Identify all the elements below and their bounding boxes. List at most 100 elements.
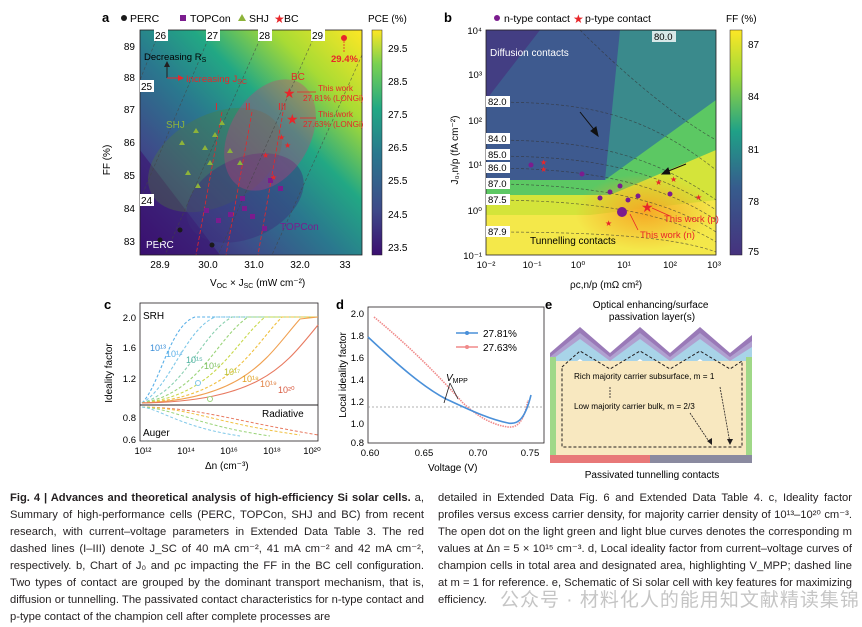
data-points-b: ★ ★ ★ ★ ★ ★ ★ This work (p) This work (n… — [528, 158, 719, 241]
legend-bc-marker: ★ — [274, 12, 285, 26]
panel-letter-e: e — [545, 297, 552, 312]
legend-p: p-type contact — [585, 13, 651, 25]
this-work-star-2: ★ — [286, 111, 299, 127]
xlabel-a: VOC × JSC (mW cm⁻²) — [210, 278, 305, 290]
ytick-b-6: 10⁻¹ — [463, 251, 482, 262]
legend-b: n-type contact ★ p-type contact — [494, 12, 651, 26]
this-work-p-star: ★ — [641, 199, 654, 215]
ytick-d-7: 0.8 — [351, 438, 364, 449]
curve-label-16: 10¹⁶ — [204, 361, 221, 371]
roman-ii: II — [245, 102, 251, 113]
panel-letter-d: d — [336, 297, 344, 312]
panel-e: e Optical enhancing/surface passivation … — [545, 297, 752, 481]
ytick-87: 87 — [124, 105, 136, 116]
x-axis-b: 10⁻² 10⁻¹ 10⁰ 10¹ 10² 10³ — [477, 260, 721, 271]
ylabel-c: Ideality factor — [104, 343, 115, 403]
curve-label-19: 10¹⁹ — [260, 379, 277, 389]
svg-text:★: ★ — [278, 133, 285, 142]
panel-b: b n-type contact ★ p-type contact — [444, 10, 760, 291]
legend-p-marker: ★ — [573, 12, 584, 26]
this-work-star-1: ★ — [283, 85, 296, 101]
ytick-c-5: 0.6 — [123, 435, 136, 446]
xlabel-b: ρc,n/p (mΩ cm²) — [570, 280, 642, 291]
legend-shj: SHJ — [249, 13, 269, 25]
plot-area-a — [139, 29, 363, 256]
contour-82: 82.0 — [488, 97, 507, 108]
legend-topcon-marker — [180, 15, 186, 21]
xtick-1: 28.9 — [150, 260, 170, 271]
contour-85: 85.0 — [488, 150, 507, 161]
this-work-n-label: This work (n) — [640, 230, 695, 241]
bc-label: BC — [291, 72, 305, 83]
svg-text:★: ★ — [655, 178, 662, 187]
ytick-d-6: 1.0 — [351, 419, 364, 430]
shj-label: SHJ — [166, 120, 185, 131]
ytick-b-2: 10³ — [468, 70, 482, 81]
legend-d-1: 27.81% — [483, 329, 517, 340]
ytick-c-4: 0.8 — [123, 413, 136, 424]
contour-labels-b: 80.0 82.0 84.0 85.0 86.0 87.0 87.5 87.9 — [486, 31, 676, 238]
this-work-1-line-1: This work — [318, 84, 354, 93]
xtick-3: 31.0 — [244, 260, 264, 271]
ytick-85: 85 — [124, 171, 136, 182]
caption-right: detailed in Extended Data Fig. 6 and Ext… — [438, 490, 852, 609]
curve-label-17: 10¹⁷ — [224, 367, 240, 377]
ytick-d-5: 1.2 — [351, 397, 364, 408]
svg-text:This work 27.63% (LONGi): This work 27.63% (LONGi) — [303, 110, 364, 129]
legend-n: n-type contact — [504, 13, 570, 25]
xtick-c-5: 10²⁰ — [303, 446, 321, 457]
decreasing-rs-label: Decreasing RS — [144, 52, 207, 64]
xtick-2: 30.0 — [198, 260, 218, 271]
ytick-b-3: 10² — [468, 116, 482, 127]
xtick-c-1: 10¹² — [135, 446, 152, 457]
svg-text:★: ★ — [670, 175, 677, 184]
xtick-d-4: 0.75 — [521, 448, 540, 459]
rich-label: Rich majority carrier subsurface, m = 1 — [574, 372, 715, 381]
contour-29: 29 — [312, 31, 324, 42]
increasing-jsc-label: Increasing JSC — [186, 74, 247, 86]
svg-text:★: ★ — [262, 151, 269, 160]
low-label: Low majority carrier bulk, m = 2/3 — [574, 402, 695, 411]
curve-label-13: 10¹³ — [150, 343, 166, 353]
ylabel-b: J₀,n/p (fA cm⁻²) — [450, 116, 461, 185]
xtick-b-3: 10⁰ — [571, 260, 586, 271]
xlabel-c: Δn (cm⁻³) — [205, 461, 249, 472]
ytick-b-4: 10¹ — [468, 160, 482, 171]
caption-left: Fig. 4 | Advances and theoretical analys… — [10, 490, 424, 626]
contour-24: 24 — [141, 196, 153, 207]
radiative-label: Radiative — [262, 409, 304, 420]
cbar-a-6: 24.5 — [388, 210, 408, 221]
svg-text:★: ★ — [540, 165, 547, 174]
colorbar-a: PCE (%) 29.5 28.5 27.5 26.5 25.5 24.5 23… — [368, 14, 408, 256]
contour-84: 84.0 — [488, 134, 507, 145]
bc-region — [224, 79, 316, 191]
top-label-1: Optical enhancing/surface — [593, 300, 709, 311]
ytick-89: 89 — [124, 42, 136, 53]
cbar-b-2: 84 — [748, 92, 760, 103]
caption-right-body: detailed in Extended Data Fig. 6 and Ext… — [438, 492, 852, 606]
x-axis-c: 10¹² 10¹⁴ 10¹⁶ 10¹⁸ 10²⁰ — [135, 446, 321, 457]
legend-d-2: 27.63% — [483, 343, 517, 354]
curve-label-20: 10²⁰ — [278, 385, 295, 395]
xtick-b-6: 10³ — [707, 260, 721, 271]
panel-a: a PERC TOPCon SHJ ★ BC — [102, 10, 408, 290]
cbar-a-2: 28.5 — [388, 77, 408, 88]
svg-text:★: ★ — [695, 193, 702, 202]
ytick-83: 83 — [124, 237, 136, 248]
legend-shj-marker — [238, 14, 246, 21]
xtick-b-5: 10² — [663, 260, 677, 271]
contour-25: 25 — [141, 82, 153, 93]
plot-area-d — [367, 306, 545, 444]
contour-87-5: 87.5 — [488, 195, 507, 206]
tunnelling-label: Tunnelling contacts — [530, 236, 616, 247]
contour-86: 86.0 — [488, 163, 507, 174]
plot-area-b — [485, 29, 717, 256]
auger-label: Auger — [143, 428, 170, 439]
xtick-d-2: 0.65 — [415, 448, 434, 459]
direction-arrows: Decreasing RS Increasing JSC — [144, 52, 247, 86]
ytick-b-5: 10⁰ — [468, 206, 483, 217]
ytick-d-1: 2.0 — [351, 309, 364, 320]
colorbar-b: FF (%) 87 84 81 78 75 — [726, 14, 760, 258]
roman-i: I — [215, 102, 218, 113]
ytick-84: 84 — [124, 204, 136, 215]
